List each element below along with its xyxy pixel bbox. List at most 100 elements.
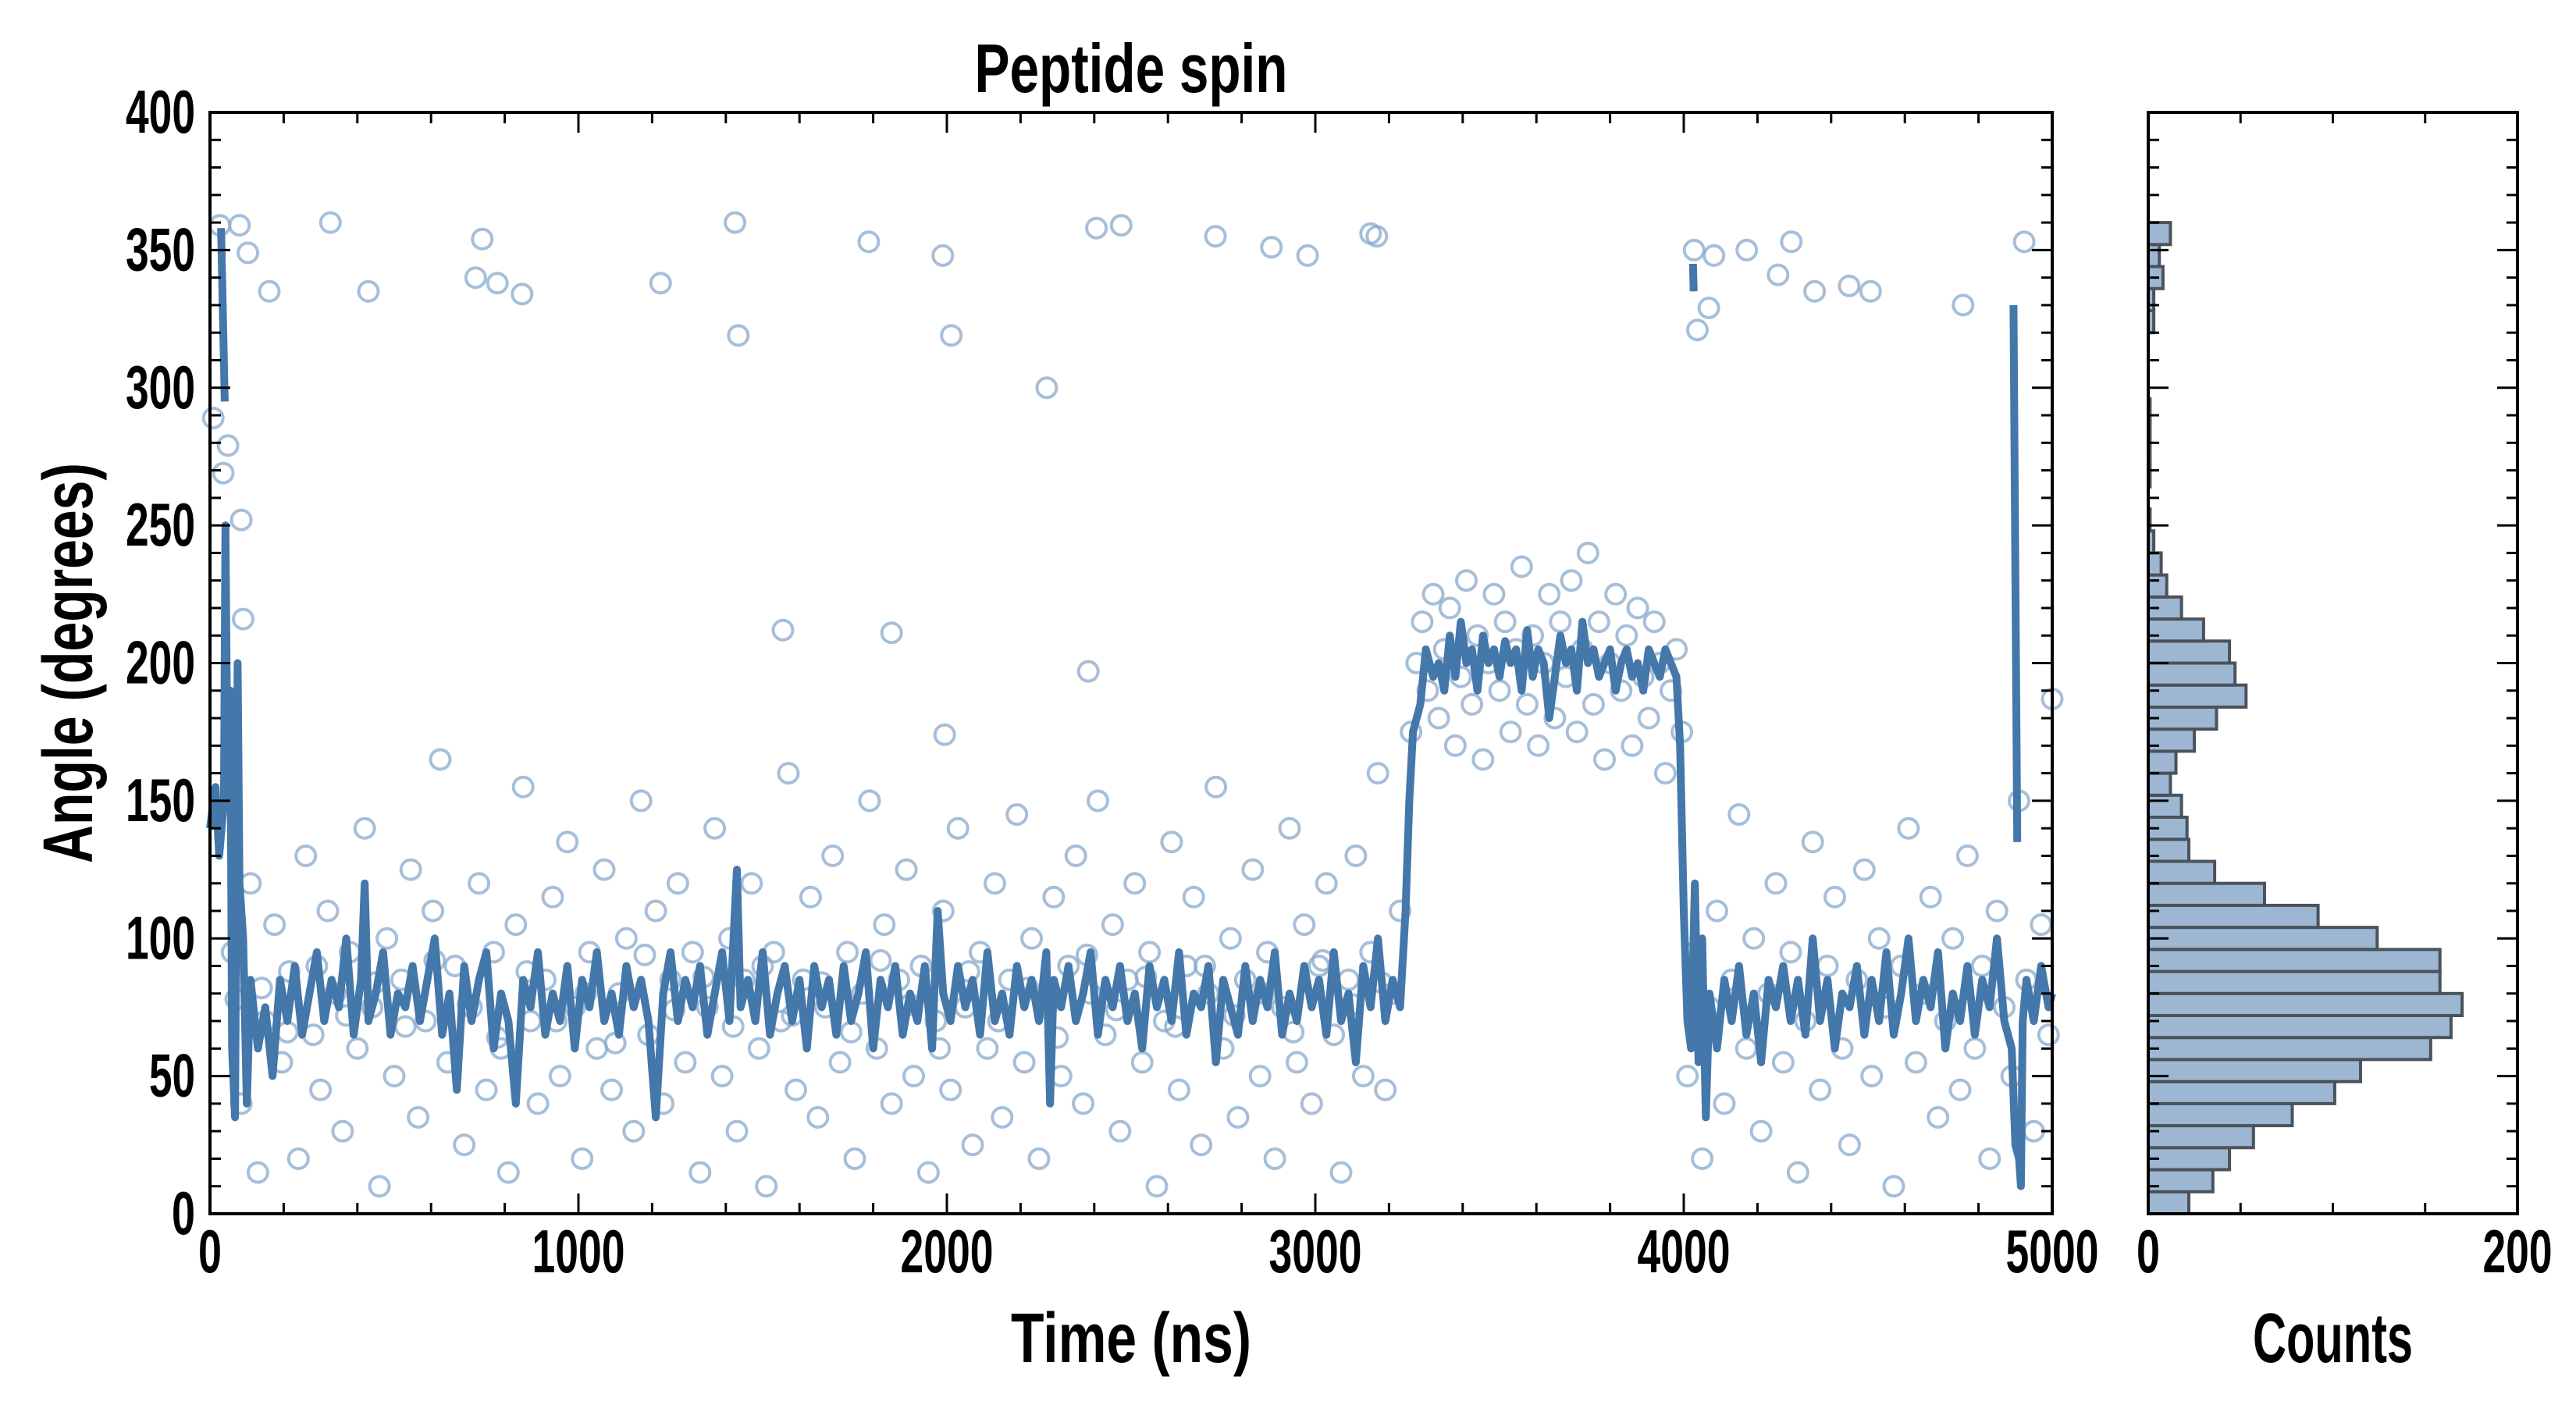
data-point [629,789,653,813]
data-point [1076,660,1100,683]
y-tick-label: 300 [126,353,195,422]
data-point [429,748,452,771]
data-point [839,1020,863,1044]
data-point [276,1020,299,1044]
data-point [1109,214,1133,237]
data-point [1727,803,1751,826]
y-tick-label: 0 [172,1179,195,1247]
data-point [1285,1051,1308,1074]
data-point [1226,1106,1250,1129]
x-axis-label: Time (ns) [1011,1300,1251,1378]
histogram-bar [2147,948,2442,973]
data-point [873,913,896,937]
data-point [2012,230,2036,254]
data-point [740,872,763,895]
data-point [2037,1023,2060,1047]
data-point [1064,844,1087,867]
data-point [933,723,956,746]
data-point [1248,1065,1272,1088]
data-point [857,230,881,254]
data-point [464,266,487,290]
data-point [228,214,251,237]
data-point [1182,885,1205,909]
data-point [1838,274,1861,297]
data-point [836,941,859,964]
data-point [212,461,235,485]
data-point [1927,1106,1950,1129]
data-point [1978,1147,2001,1170]
data-point [991,1106,1014,1129]
data-point [548,1065,571,1088]
data-point [399,858,422,881]
data-point [1803,279,1827,303]
data-point [1488,679,1511,702]
data-point [821,844,845,867]
data-point [727,324,750,347]
data-point [1897,816,1920,840]
data-point [1948,1078,1972,1101]
histogram-bar [2147,1014,2453,1040]
data-point [1565,720,1589,744]
data-point [747,1037,770,1060]
data-point [286,1147,310,1170]
data-point [346,1037,369,1060]
data-point [309,1078,333,1101]
data-point [382,1065,406,1088]
data-point [1955,844,1979,867]
data-point [1365,225,1389,248]
x-tick-label: 1000 [532,1217,625,1286]
data-point [453,1133,476,1157]
histogram-bar [2147,661,2237,687]
histogram-bar [2147,749,2178,775]
data-point [843,1147,866,1170]
histogram-bar [2147,1168,2215,1193]
data-point [649,272,672,295]
data-point [703,816,727,840]
data-point [1329,1161,1353,1184]
data-point [294,844,318,867]
data-point [1389,899,1412,923]
histogram-bar [2147,1101,2294,1128]
data-point [1482,582,1506,606]
data-point [1593,748,1616,771]
histogram-bar [2147,771,2172,797]
data-point [1749,1119,1773,1143]
data-point [496,1161,520,1184]
data-point [1260,236,1283,259]
data-point [1278,816,1301,840]
data-point [486,272,509,295]
data-point [785,1078,807,1101]
data-point [1443,734,1467,757]
data-point [1204,225,1227,248]
data-point [771,618,795,642]
data-point [1108,1119,1132,1143]
data-point [1626,596,1649,620]
data-point [1941,927,1965,950]
histogram-bar [2147,221,2172,247]
data-point [961,1133,984,1157]
data-point [710,1065,734,1088]
data-point [916,1161,940,1184]
data-point [1742,927,1766,950]
histogram-bar [2147,926,2379,951]
main-axis-ticks [208,111,2054,1215]
data-point [1145,1175,1169,1198]
data-point [1621,734,1644,757]
x-tick-label: 5000 [2006,1217,2099,1286]
data-point [1072,1092,1095,1115]
data-point [592,858,616,881]
data-point [895,858,918,881]
data-point [571,1147,594,1170]
y-tick-label: 50 [149,1041,195,1110]
data-point [1985,899,2008,923]
data-point [1703,244,1726,267]
histogram-bar [2147,683,2248,709]
data-point [1786,1161,1809,1184]
data-point [1767,263,1790,286]
data-point [1219,927,1242,950]
data-point [541,885,564,909]
data-point [2022,1119,2045,1143]
data-point [353,816,376,840]
line-segment [2009,304,2022,842]
